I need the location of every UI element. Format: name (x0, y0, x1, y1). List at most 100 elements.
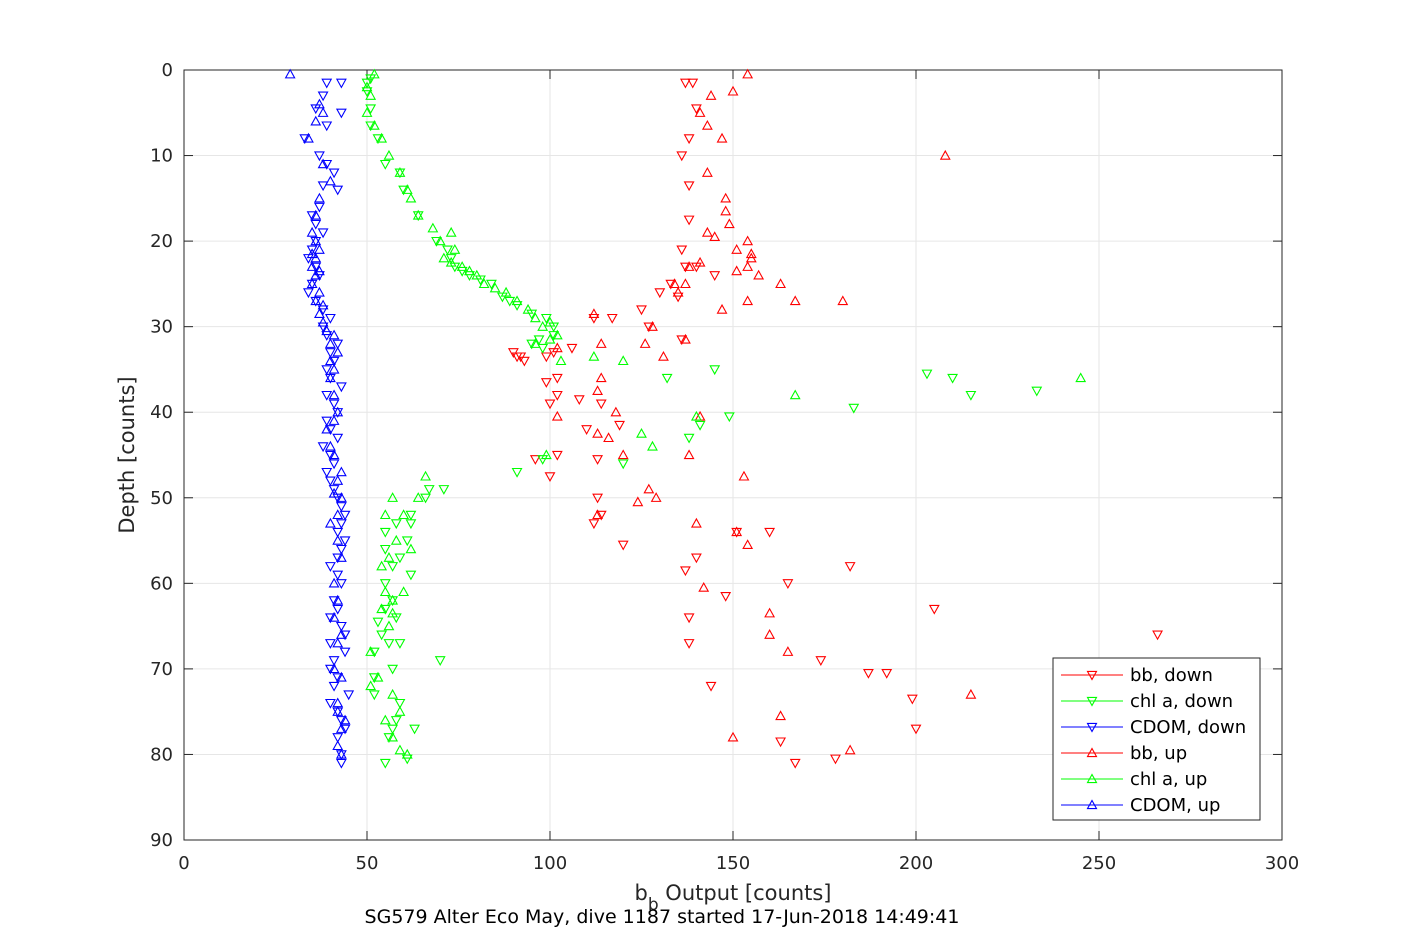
data-point (555, 355, 567, 366)
data-point (335, 748, 347, 759)
data-point (690, 410, 702, 421)
data-point (379, 509, 391, 520)
data-point (313, 151, 325, 162)
data-point (379, 159, 391, 170)
data-point (592, 385, 604, 395)
data-point (617, 355, 629, 366)
y-tick-label: 70 (150, 659, 173, 680)
data-point (551, 329, 563, 340)
data-point (321, 78, 333, 89)
data-point (679, 262, 691, 273)
data-point (328, 596, 340, 607)
data-point (379, 586, 391, 597)
data-point (313, 202, 325, 213)
data-point (324, 698, 336, 709)
data-point (701, 167, 713, 177)
data-point (328, 577, 340, 588)
data-point (332, 509, 344, 520)
data-point (324, 425, 336, 435)
data-point (753, 269, 765, 280)
data-point (690, 262, 702, 273)
data-point (365, 680, 377, 691)
data-point (379, 544, 391, 555)
y-tick-label: 0 (162, 60, 173, 81)
data-point (540, 378, 552, 388)
data-point (317, 158, 329, 169)
data-point (284, 68, 296, 79)
data-point (720, 592, 732, 602)
legend: bb, down chl a, down CDOM, down bb, up chl a… (1052, 657, 1261, 821)
data-point (928, 604, 940, 615)
data-point (379, 527, 391, 538)
y-tick-label: 50 (150, 488, 173, 509)
data-point (328, 663, 340, 674)
data-point (390, 519, 402, 530)
data-point (332, 594, 344, 605)
data-point (317, 181, 329, 192)
data-point (544, 399, 556, 410)
data-point (588, 308, 600, 318)
data-point (379, 604, 391, 615)
data-point (881, 669, 893, 679)
data-point (445, 256, 457, 267)
data-point (310, 235, 322, 246)
data-point (335, 758, 347, 769)
data-point (698, 581, 710, 592)
x-tick-label: 100 (533, 853, 567, 874)
data-point (511, 467, 523, 478)
data-point (332, 534, 344, 545)
data-point (709, 271, 721, 281)
data-point (551, 410, 563, 421)
data-point (679, 78, 691, 89)
data-point (658, 350, 669, 361)
data-point (694, 256, 706, 267)
data-point (683, 613, 695, 624)
data-point (335, 552, 347, 562)
data-point (921, 369, 933, 380)
data-point (632, 496, 644, 507)
data-point (595, 510, 607, 521)
data-point (727, 731, 739, 742)
data-point (592, 509, 604, 520)
data-point (332, 637, 344, 648)
data-point (324, 348, 336, 358)
data-point (398, 509, 410, 520)
data-point (742, 68, 754, 79)
data-point (310, 252, 322, 263)
data-point (690, 553, 702, 564)
data-point (332, 740, 344, 751)
data-point (343, 690, 355, 701)
data-point (420, 493, 431, 504)
data-point (372, 671, 384, 682)
data-point (529, 455, 541, 465)
data-point (690, 517, 702, 528)
data-point (339, 724, 351, 735)
data-point (643, 322, 655, 333)
x-axis-label-subscript: b (648, 895, 659, 915)
data-point (317, 107, 329, 117)
data-point (328, 681, 340, 692)
data-point (679, 333, 691, 344)
data-point (324, 664, 336, 675)
data-point (405, 192, 417, 203)
data-point (965, 390, 977, 401)
data-point (595, 338, 607, 348)
x-axis-label-rest: Output [counts] (659, 881, 832, 905)
data-point (683, 134, 695, 145)
data-point (709, 365, 721, 376)
data-point (731, 265, 743, 276)
data-point (387, 664, 399, 675)
data-point (394, 553, 406, 564)
data-point (321, 365, 333, 376)
data-point (551, 390, 563, 401)
data-point (335, 108, 347, 119)
data-point (731, 244, 743, 254)
data-point (537, 321, 549, 331)
data-point (332, 185, 344, 196)
data-point (588, 350, 600, 361)
data-point (324, 476, 336, 487)
data-point (339, 536, 351, 547)
data-point (339, 647, 351, 658)
data-point (372, 617, 384, 628)
data-point (701, 119, 713, 130)
